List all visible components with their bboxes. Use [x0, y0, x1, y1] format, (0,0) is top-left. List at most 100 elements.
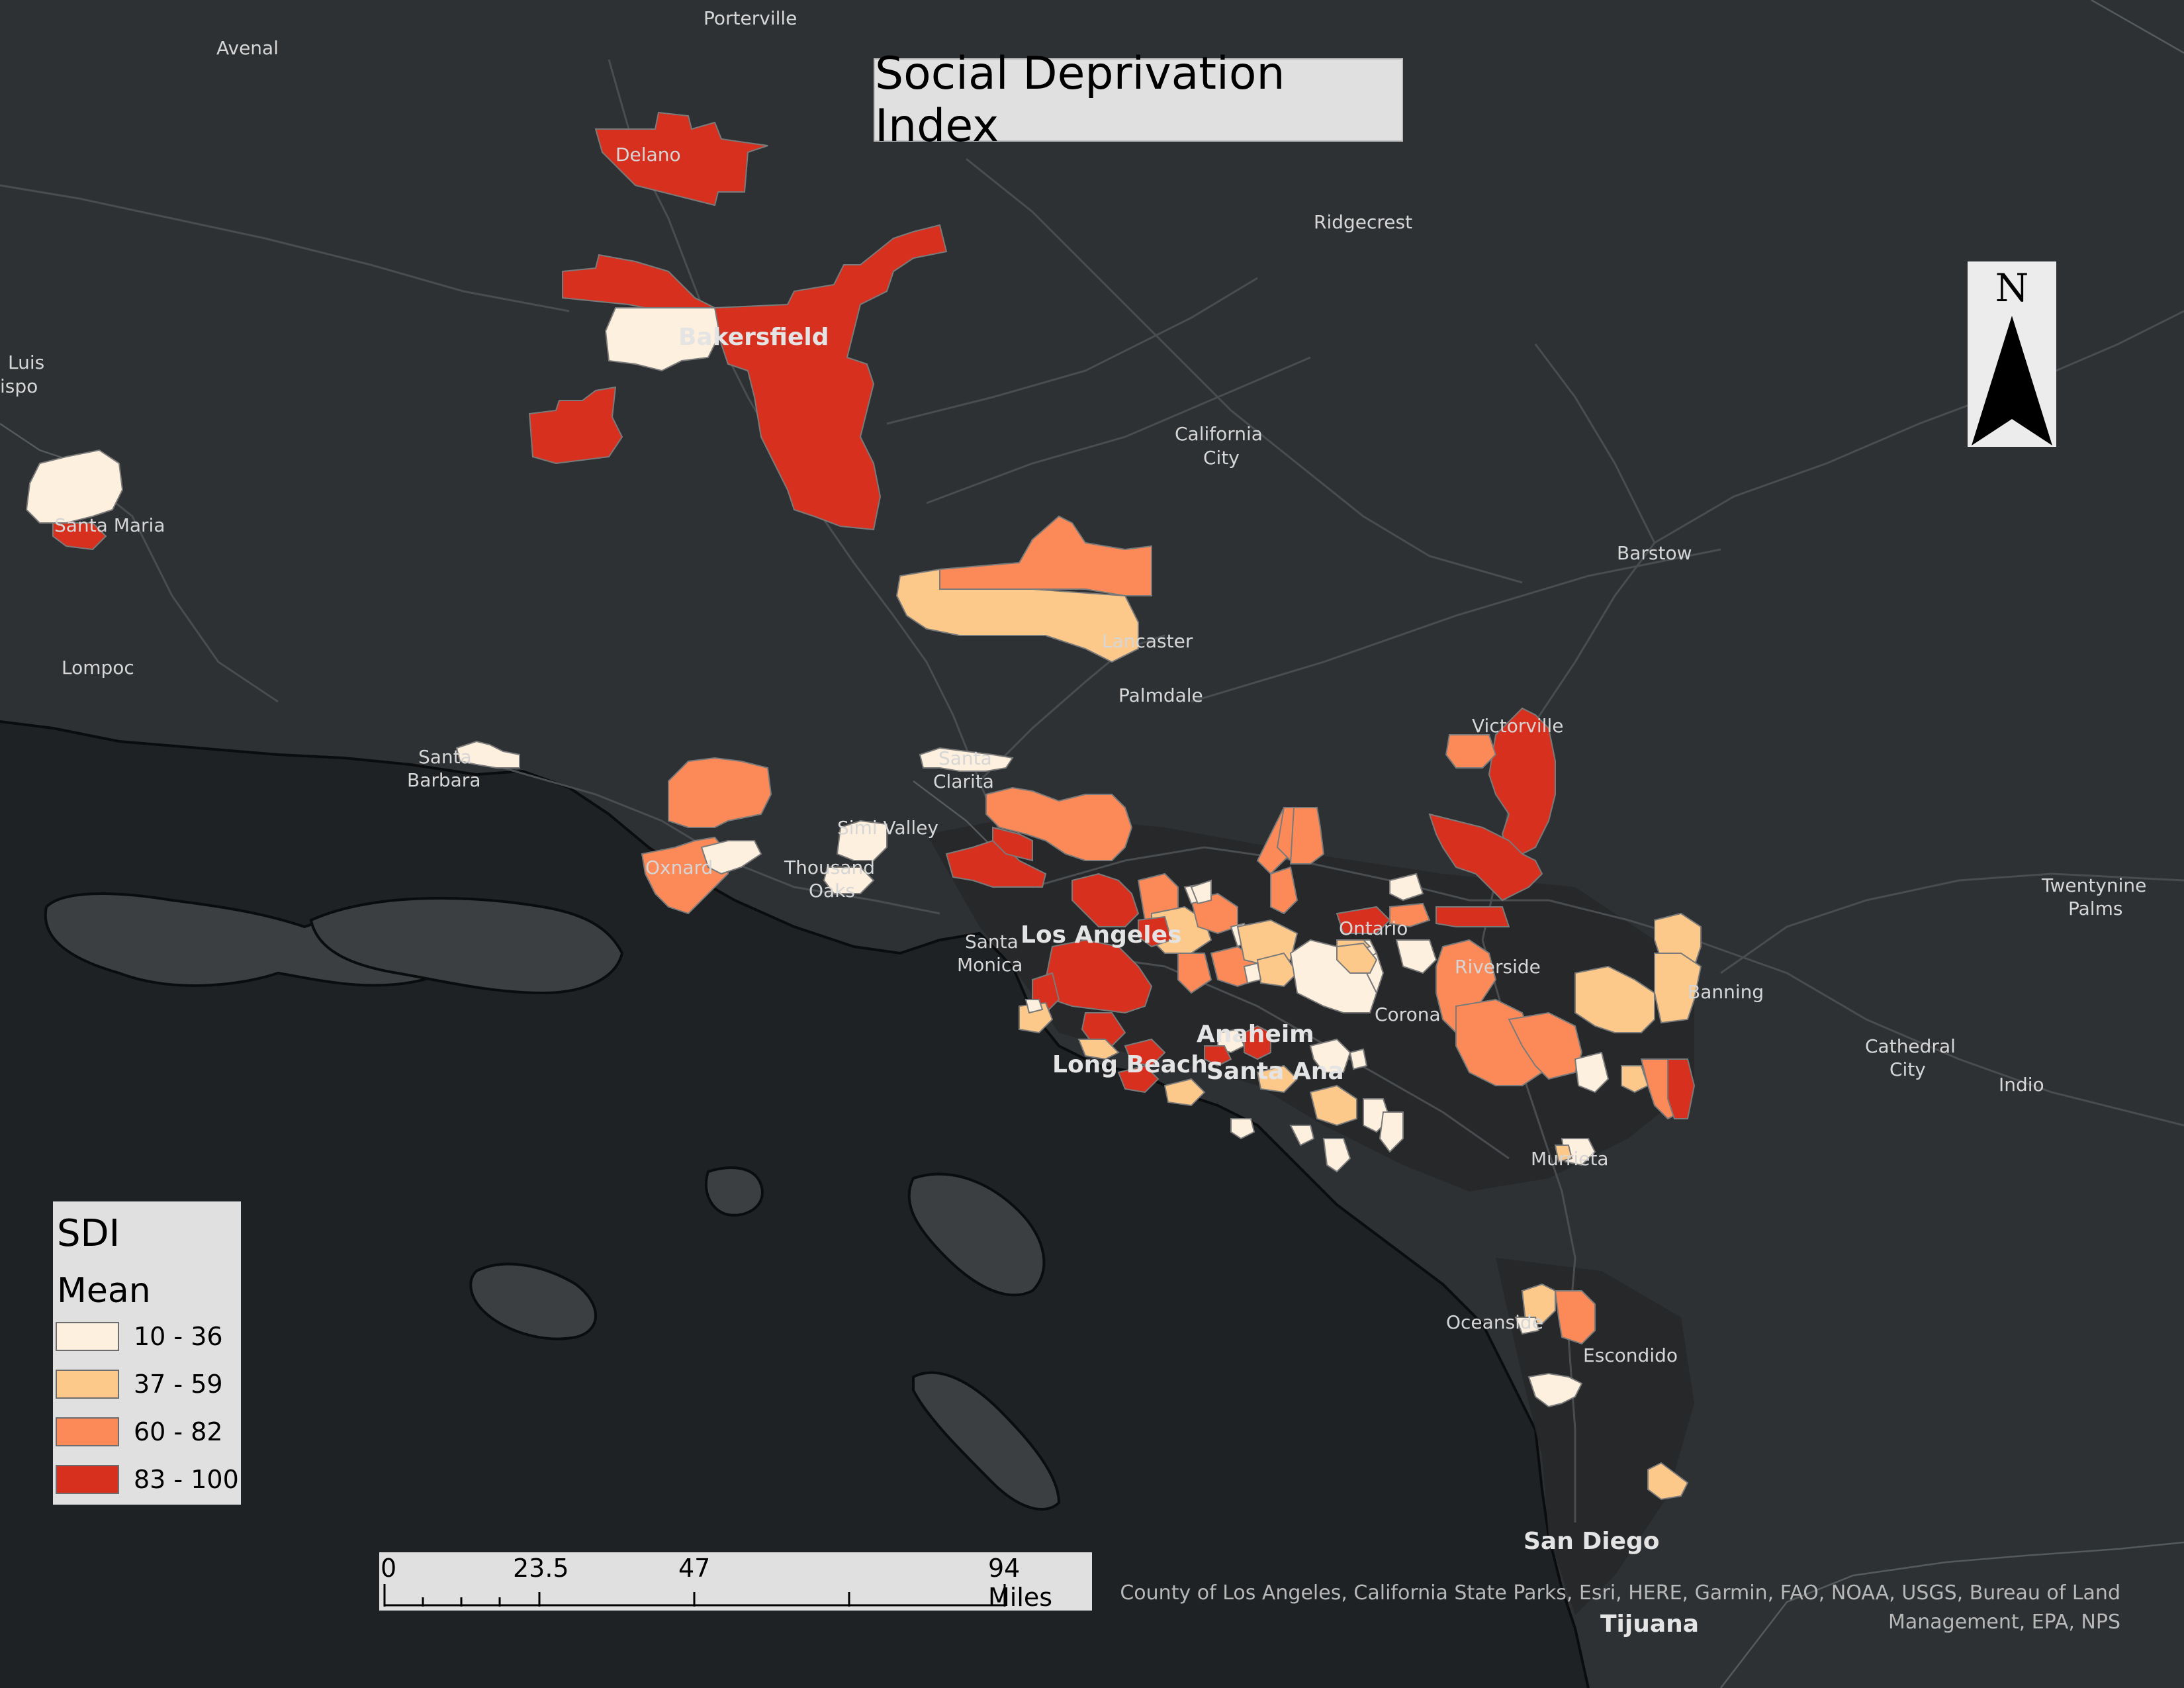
region-santa-maria-red: [52, 522, 107, 551]
label-anaheim: Anaheim: [1197, 1021, 1314, 1048]
label-long-beach: Long Beach: [1052, 1051, 1208, 1078]
region-la-tan-west: [1019, 1002, 1054, 1034]
label-simi-valley: Simi Valley: [837, 817, 938, 839]
region-la-white-west: [1024, 999, 1044, 1014]
label-victorville: Victorville: [1472, 715, 1563, 737]
scale-label-0: 0: [381, 1554, 397, 1583]
label-barstow: Barstow: [1617, 542, 1692, 564]
region-bakersfield-main: [713, 224, 948, 531]
region-oc-red-1: [1244, 1025, 1271, 1060]
region-delano: [594, 111, 768, 207]
place-labels: Porterville Avenal Delano Ridgecrest Lui…: [0, 7, 2146, 1638]
label-corona: Corona: [1375, 1004, 1441, 1025]
legend-title: SDI: [57, 1212, 120, 1255]
label-twentynine-palms-1: Twentynine: [2041, 874, 2146, 896]
region-oc-tan-2: [1163, 1078, 1206, 1107]
label-thousand-oaks-1: Thousand: [784, 857, 875, 878]
legend-subtitle: Mean: [57, 1271, 151, 1311]
region-ontario-red: [1336, 906, 1391, 934]
region-apple-valley-red: [1428, 813, 1543, 902]
legend: SDI Mean 10 - 36 37 - 59 60 - 82 83 - 10…: [53, 1201, 241, 1505]
region-oc-white-5: [1379, 1111, 1404, 1153]
label-san-diego: San Diego: [1524, 1528, 1660, 1555]
channel-islands: [44, 892, 1061, 1511]
region-thousand-oaks: [823, 867, 875, 894]
region-murrieta-tan: [1554, 1145, 1573, 1163]
label-avenal: Avenal: [216, 37, 279, 59]
label-bakersfield: Bakersfield: [678, 324, 829, 351]
region-colton-white: [1389, 872, 1424, 902]
label-porterville: Porterville: [704, 7, 797, 29]
region-sfv-orange: [985, 786, 1133, 861]
label-santa-clarita-2: Clarita: [933, 771, 994, 792]
label-cathedral-city-1: Cathedral: [1865, 1035, 1956, 1057]
region-sd-white: [1527, 1372, 1583, 1408]
label-oceanside: Oceanside: [1446, 1311, 1543, 1333]
scale-label-3: 94 Miles: [988, 1554, 1053, 1612]
label-tijuana: Tijuana: [1600, 1611, 1699, 1638]
label-santa-monica-2: Monica: [957, 954, 1023, 976]
sdi-regions: [25, 111, 1702, 1501]
legend-item: 60 - 82: [56, 1408, 241, 1456]
label-santa-maria: Santa Maria: [54, 514, 165, 536]
region-sgv-white: [1190, 879, 1212, 905]
legend-item: 37 - 59: [56, 1360, 241, 1408]
attribution: County of Los Angeles, California State …: [1062, 1579, 2120, 1637]
north-arrow-label: N: [1995, 265, 2029, 310]
label-cathedral-city-2: City: [1889, 1058, 1926, 1080]
legend-item-label: 37 - 59: [134, 1370, 223, 1399]
scale-label-2: 47: [678, 1554, 711, 1583]
region-rialto-orange: [1389, 902, 1431, 928]
label-indio: Indio: [1999, 1074, 2044, 1096]
label-santa-barbara-1: Santa: [418, 746, 472, 768]
scale-label-1: 23.5: [513, 1554, 569, 1583]
region-oc-white-2: [1309, 1038, 1351, 1073]
label-ontario: Ontario: [1339, 917, 1408, 939]
region-victorville-orange: [1445, 734, 1497, 769]
region-la-orange-col: [1177, 953, 1212, 994]
label-santa-monica-1: Santa: [965, 931, 1019, 953]
label-ridgecrest: Ridgecrest: [1314, 211, 1412, 233]
region-hemet-red: [1667, 1058, 1696, 1119]
legend-item-label: 83 - 100: [134, 1465, 239, 1494]
region-escondido-orange: [1554, 1290, 1596, 1345]
region-hemet-tan: [1621, 1065, 1649, 1094]
label-lancaster: Lancaster: [1102, 630, 1193, 652]
region-oc-red-3: [1117, 1064, 1160, 1094]
region-oc-white-7: [1289, 1125, 1315, 1147]
legend-item-label: 10 - 36: [134, 1322, 223, 1351]
scale-bar: 0 23.5 47 94 Miles: [379, 1552, 1092, 1612]
region-oceanside-white: [1514, 1317, 1540, 1335]
region-sfv-red-2: [992, 826, 1033, 862]
region-santa-maria: [25, 449, 124, 524]
region-perris-white: [1574, 1051, 1610, 1094]
region-oc-tan-1: [1077, 1039, 1120, 1060]
region-hesperia-red: [1435, 906, 1510, 927]
north-arrow-icon: [1972, 316, 2052, 445]
legend-swatch: [56, 1417, 119, 1446]
region-la-red-east: [1138, 915, 1173, 948]
region-oc-red-2: [1124, 1038, 1166, 1067]
label-california-city-2: City: [1203, 447, 1240, 469]
region-la-white-3: [1243, 962, 1262, 984]
north-arrow: N: [1968, 261, 2056, 447]
legend-item: 83 - 100: [56, 1456, 241, 1503]
legend-swatch: [56, 1322, 119, 1351]
label-california-city-1: California: [1175, 423, 1263, 445]
region-riverside-white: [1395, 939, 1437, 974]
region-victorville-red: [1488, 707, 1556, 855]
region-santa-barbara: [455, 740, 520, 769]
region-santa-clarita: [919, 747, 1014, 772]
label-riverside: Riverside: [1455, 956, 1541, 978]
region-sb-orange: [1289, 807, 1325, 865]
legend-item: 10 - 36: [56, 1313, 241, 1360]
label-santa-ana: Santa Ana: [1206, 1058, 1344, 1085]
label-banning: Banning: [1688, 981, 1764, 1003]
scale-bar-ruler: [383, 1584, 1006, 1607]
label-thousand-oaks-2: Oaks: [809, 880, 855, 902]
label-santa-clarita-1: Santa: [938, 747, 992, 769]
label-oxnard: Oxnard: [645, 857, 713, 878]
label-escondido: Escondido: [1583, 1344, 1678, 1366]
attribution-line-2: Management, EPA, NPS: [1888, 1611, 2120, 1634]
legend-swatch: [56, 1370, 119, 1399]
